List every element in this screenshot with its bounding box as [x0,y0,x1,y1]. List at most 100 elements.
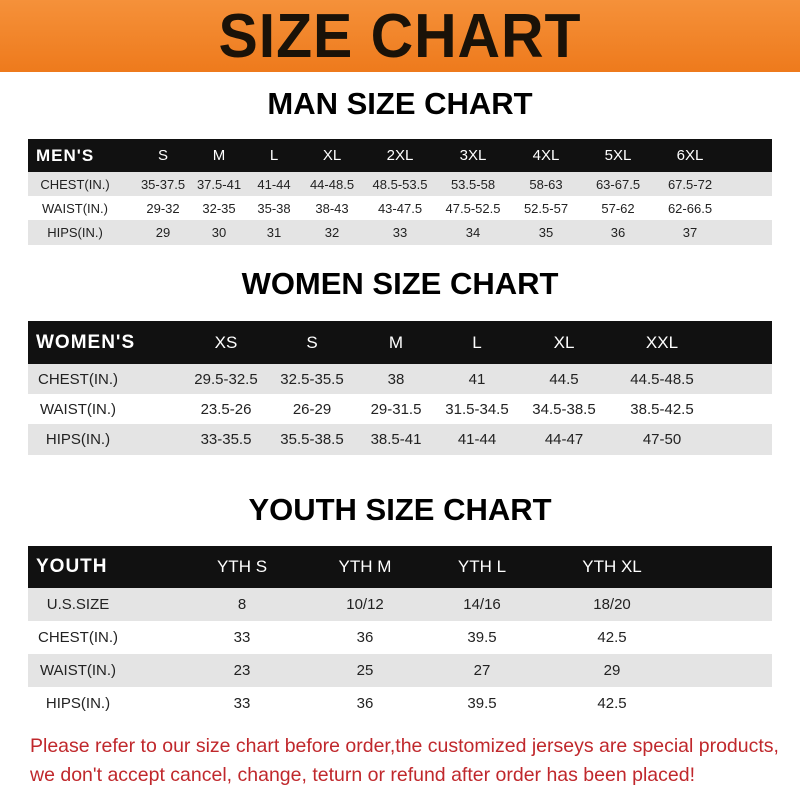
table-cell: 31.5-34.5 [445,400,509,418]
table-cell: 29-31.5 [370,400,422,418]
table-cell: 48.5-53.5 [372,176,428,192]
youth-size-header: YTH XL [582,557,642,576]
table-row: CHEST(IN.) 35-37.5 37.5-41 41-44 44-48.5 48.5… [28,172,772,196]
row-label: HIPS(IN.) [45,431,111,448]
table-cell: 29.5-32.5 [194,370,258,388]
row-label: HIPS(IN.) [47,225,103,240]
men-header-row: MEN'S S M L XL 2XL 3XL 4XL 5XL 6XL [28,139,772,172]
table-cell: 37 [682,225,698,240]
men-size-header: 2XL [386,147,414,164]
table-cell: 41-44 [257,176,291,192]
men-size-header: 3XL [459,147,487,164]
table-cell: 39.5 [467,629,497,646]
table-cell: 58-63 [529,176,563,192]
men-size-header: 5XL [604,147,632,164]
men-size-header: L [269,147,279,164]
row-label: U.S.SIZE [46,596,110,613]
banner: SIZE CHART [0,0,800,72]
row-label: CHEST(IN.) [40,176,110,192]
men-size-header: M [212,147,226,164]
table-row: HIPS(IN.) 29 30 31 32 33 34 35 36 37 [28,220,772,245]
table-cell: 63-67.5 [595,176,641,192]
women-header-label: WOMEN'S [36,331,136,353]
table-cell: 25 [356,662,374,679]
table-cell: 53.5-58 [450,176,496,192]
women-size-header: XXL [645,332,679,352]
women-size-header: L [472,332,482,352]
table-cell: 44.5-48.5 [630,370,694,388]
table-row: WAIST(IN.) 23 25 27 29 [28,654,772,687]
notice-line-2: we don't accept cancel, change, teturn o… [30,764,695,786]
table-cell: 57-62 [601,200,635,216]
table-cell: 35 [538,225,554,240]
women-size-header: M [388,332,404,352]
row-label: WAIST(IN.) [39,662,117,679]
table-cell: 47-50 [642,431,682,448]
table-cell: 62-66.5 [667,200,713,216]
table-cell: 38-43 [315,200,349,216]
women-size-header: S [306,332,318,352]
table-cell: 32 [324,225,340,240]
table-cell: 38.5-41 [370,431,422,448]
table-row: CHEST(IN.) 33 36 39.5 42.5 [28,621,772,654]
table-cell: 42.5 [597,629,627,646]
table-cell: 29-32 [146,200,180,216]
table-cell: 32.5-35.5 [280,370,344,388]
table-cell: 30 [211,225,227,240]
table-cell: 8 [237,596,247,613]
table-cell: 52.5-57 [523,200,569,216]
table-cell: 34 [465,225,481,240]
table-cell: 33 [233,629,251,646]
table-cell: 35.5-38.5 [280,431,344,448]
table-row: CHEST(IN.) 29.5-32.5 32.5-35.5 38 41 44.5 44.5… [28,364,772,394]
table-cell: 18/20 [593,596,631,613]
youth-title: YOUTH SIZE CHART [248,492,552,527]
women-size-header: XL [553,332,575,352]
table-cell: 44-48.5 [309,176,355,192]
notice-line-1: Please refer to our size chart before or… [30,735,779,757]
table-cell: 34.5-38.5 [532,400,596,418]
table-cell: 10/12 [346,596,384,613]
table-cell: 33 [392,225,408,240]
women-size-header: XS [214,332,238,352]
table-cell: 39.5 [467,694,497,712]
table-cell: 44.5 [549,370,579,388]
table-cell: 23 [233,662,251,679]
table-row: U.S.SIZE 8 10/12 14/16 18/20 [28,588,772,621]
table-cell: 41-44 [457,431,497,448]
table-cell: 27 [473,662,491,679]
table-cell: 42.5 [597,694,627,712]
table-row: WAIST(IN.) 29-32 32-35 35-38 38-43 43-47.5 47.… [28,196,772,220]
table-row: HIPS(IN.) 33-35.5 35.5-38.5 38.5-41 41-44 44-… [28,424,772,455]
table-row: HIPS(IN.) 33 36 39.5 42.5 [28,687,772,719]
table-cell: 38 [387,370,405,388]
table-cell: 14/16 [463,596,501,613]
table-cell: 29 [155,225,171,240]
row-label: WAIST(IN.) [39,400,117,418]
men-title: MAN SIZE CHART [267,86,533,121]
men-size-header: XL [322,147,342,164]
youth-size-header: YTH M [338,557,392,576]
table-cell: 33 [233,694,251,712]
men-size-header: 6XL [676,147,704,164]
row-label: CHEST(IN.) [38,370,118,388]
table-cell: 67.5-72 [667,176,713,192]
table-cell: 36 [356,694,374,712]
men-header-label: MEN'S [36,145,95,165]
youth-header-row: YOUTH YTH S YTH M YTH L YTH XL [28,546,772,588]
youth-size-header: YTH L [457,557,507,576]
table-row: WAIST(IN.) 23.5-26 26-29 29-31.5 31.5-34.5 34… [28,394,772,424]
row-label: CHEST(IN.) [38,629,118,646]
banner-title: SIZE CHART [218,1,582,71]
table-cell: 44-47 [544,431,584,448]
table-cell: 32-35 [202,200,236,216]
table-cell: 36 [356,629,374,646]
men-size-header: S [157,147,169,164]
table-cell: 43-47.5 [377,200,423,216]
table-cell: 36 [610,225,626,240]
table-cell: 23.5-26 [200,400,252,418]
row-label: HIPS(IN.) [45,694,111,712]
women-title: WOMEN SIZE CHART [241,266,559,301]
table-cell: 31 [266,225,282,240]
table-cell: 47.5-52.5 [445,200,501,216]
